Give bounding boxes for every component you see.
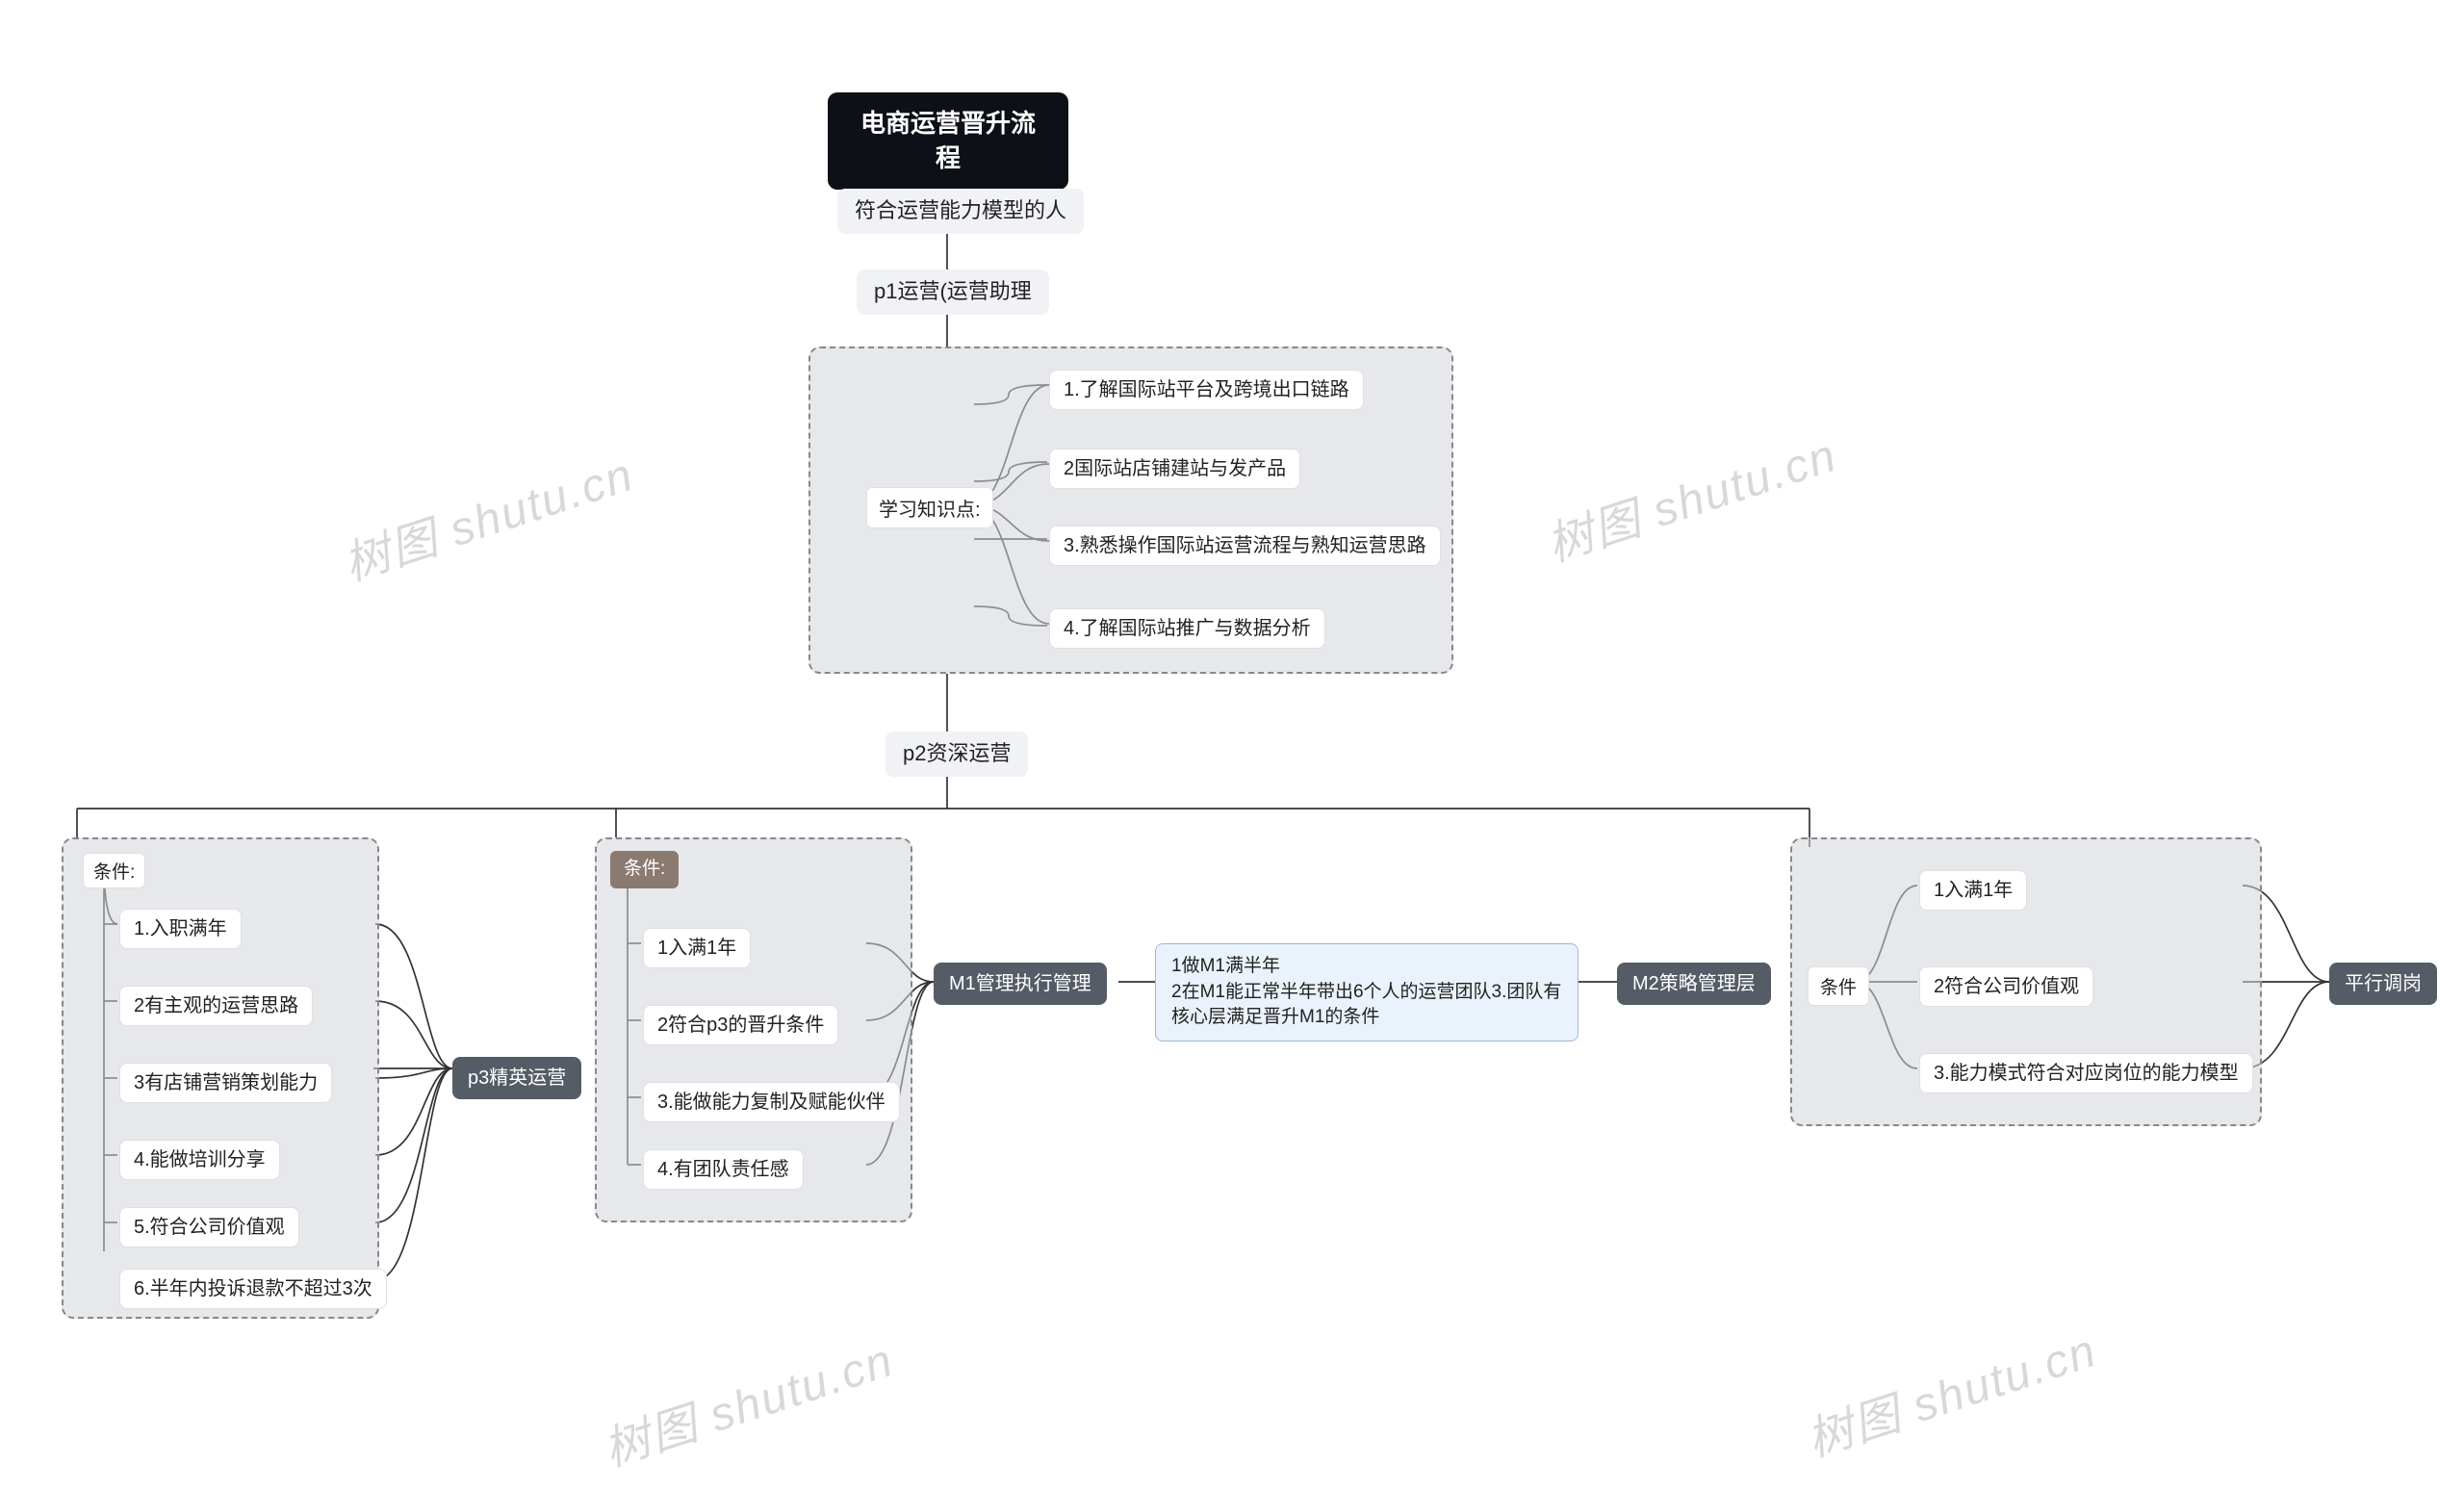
right-item-2: 2符合公司价值观 [1919,966,2093,1007]
watermark: 树图 shutu.cn [594,1322,901,1478]
watermark: 树图 shutu.cn [1537,417,1844,574]
study-item-1: 1.了解国际站平台及跨境出口链路 [1049,370,1364,410]
watermark: 树图 shutu.cn [1797,1312,2104,1469]
left-header: 条件: [83,853,145,888]
study-label: 学习知识点: [866,487,993,528]
left-item-1: 1.入职满年 [119,909,242,949]
root-node: 电商运营晋升流程 [828,92,1068,190]
m1-node: M1管理执行管理 [934,963,1107,1005]
study-item-4: 4.了解国际站推广与数据分析 [1049,608,1325,649]
mid-item-3: 3.能做能力复制及赋能伙伴 [643,1082,900,1122]
mid-item-4: 4.有团队责任感 [643,1149,804,1190]
right-item-3: 3.能力模式符合对应岗位的能力模型 [1919,1053,2253,1093]
left-item-5: 5.符合公司价值观 [119,1207,299,1247]
right-item-1: 1入满1年 [1919,870,2027,911]
mid-item-2: 2符合p3的晋升条件 [643,1005,838,1045]
left-item-4: 4.能做培训分享 [119,1140,280,1180]
right-header: 条件 [1808,966,1869,1006]
level2-node: p1运营(运营助理 [857,270,1049,315]
mid-item-1: 1入满1年 [643,928,751,968]
mid-header: 条件: [610,851,679,888]
level1-node: 符合运营能力模型的人 [837,189,1084,234]
watermark: 树图 shutu.cn [334,436,641,593]
m1-detail: 1做M1满半年 2在M1能正常半年带出6个人的运营团队3.团队有核心层满足晋升M… [1155,943,1578,1041]
m2-node: M2策略管理层 [1617,963,1771,1005]
parallel-node: 平行调岗 [2329,963,2437,1005]
left-item-2: 2有主观的运营思路 [119,986,313,1026]
left-item-6: 6.半年内投诉退款不超过3次 [119,1269,387,1309]
left-item-3: 3有店铺营销策划能力 [119,1063,332,1103]
study-item-3: 3.熟悉操作国际站运营流程与熟知运营思路 [1049,526,1441,566]
p3-node: p3精英运营 [452,1057,581,1099]
level3-node: p2资深运营 [886,732,1028,777]
study-item-2: 2国际站店铺建站与发产品 [1049,449,1300,489]
